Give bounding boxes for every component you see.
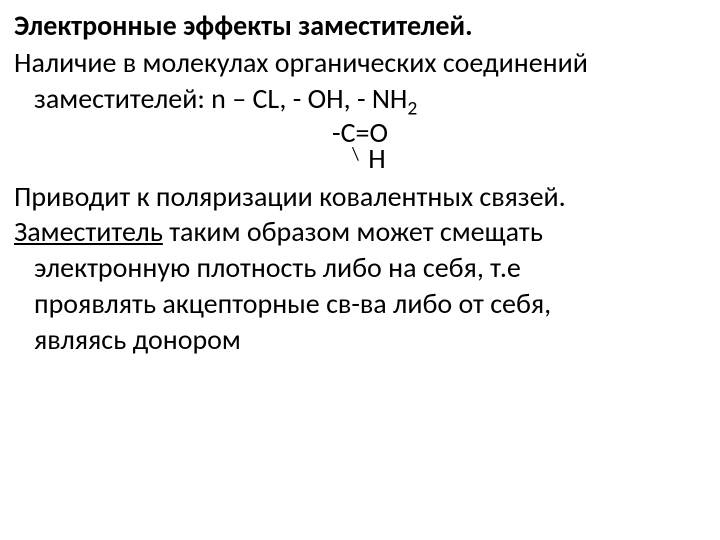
paragraph-1-line-1: Наличие в молекулах органических соедине… bbox=[14, 45, 706, 81]
formula-line-1: -C=O \ bbox=[332, 119, 388, 147]
paragraph-2: Приводит к поляризации ковалентных связе… bbox=[14, 179, 706, 215]
paragraph-3-line-4: являясь донором bbox=[14, 322, 706, 358]
paragraph-3-line-1: Заместитель таким образом может смещать bbox=[14, 214, 706, 250]
formula-bond-slash: \ bbox=[352, 145, 359, 163]
underlined-term: Заместитель bbox=[14, 214, 163, 249]
paragraph-1-line-2: заместителей: n – CL, - OH, - NH2 bbox=[14, 81, 706, 117]
formula-top: -C=O bbox=[332, 115, 388, 150]
para1-text: заместителей: n – CL, - OH, - NH bbox=[34, 81, 407, 116]
subscript-2: 2 bbox=[407, 96, 417, 120]
paragraph-3-line-2: электронную плотность либо на себя, т.е bbox=[14, 250, 706, 286]
heading-title: Электронные эффекты заместителей. bbox=[14, 8, 706, 43]
paragraph-3-line-3: проявлять акцепторные св-ва либо от себя… bbox=[14, 286, 706, 322]
para3-rest: таким образом может смещать bbox=[163, 214, 543, 249]
chemical-formula: -C=O \ H bbox=[14, 119, 706, 173]
